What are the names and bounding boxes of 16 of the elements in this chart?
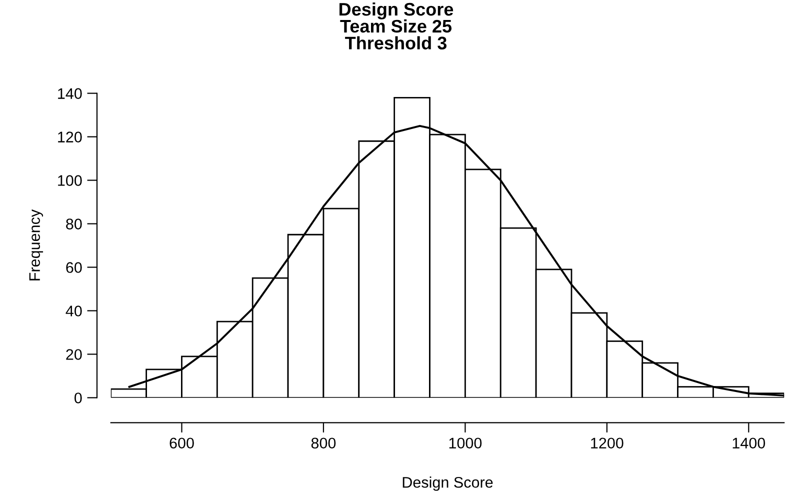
y-tick-label: 140 [58, 88, 82, 99]
y-tick-label: 60 [66, 262, 82, 273]
y-axis-title: Frequency [29, 209, 44, 280]
x-tick-label: 600 [170, 438, 194, 449]
x-axis-title: Design Score [402, 476, 493, 491]
x-tick-label: 800 [311, 438, 336, 449]
y-tick-label: 120 [58, 132, 82, 142]
x-tick-label: 1200 [591, 438, 624, 449]
x-tick-label: 1000 [449, 438, 482, 449]
y-tick-label: 80 [66, 218, 82, 230]
chart-title: Design Score Team Size 25 Threshold 3 [340, 2, 454, 50]
y-tick-label: 100 [58, 175, 82, 186]
y-tick-label: 40 [66, 306, 82, 316]
y-tick-label: 0 [74, 392, 82, 404]
x-tick-label: 1400 [732, 438, 766, 449]
y-tick-label: 20 [66, 349, 82, 360]
